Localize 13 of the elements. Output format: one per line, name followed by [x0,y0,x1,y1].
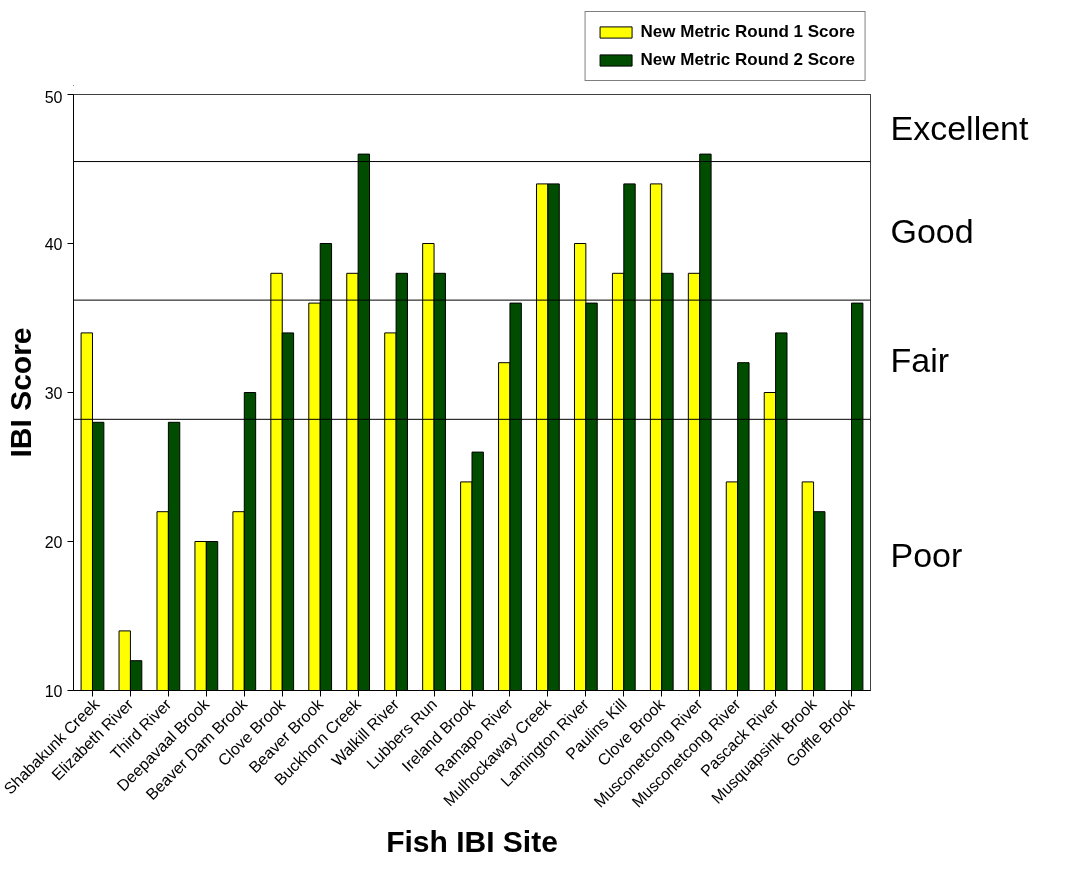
y-tick-label: 20 [44,533,63,551]
x-axis-title: Fish IBI Site [386,824,558,858]
band-label: Fair [890,340,950,379]
y-axis-title: IBI Score [3,327,37,458]
y-tick-label: 50 [44,88,63,106]
y-tick-label: 40 [44,235,63,253]
y-tick-label: 10 [44,682,63,700]
band-label: Excellent [890,109,1030,148]
y-tick-label: 30 [44,384,63,402]
legend-label: New Metric Round 1 Score [640,22,855,42]
band-label: Good [890,211,974,250]
legend-label: New Metric Round 2 Score [640,50,855,70]
band-label: Poor [890,535,963,574]
